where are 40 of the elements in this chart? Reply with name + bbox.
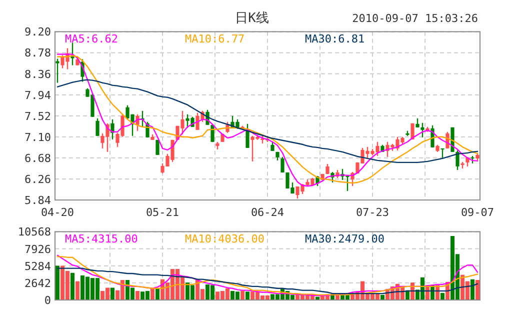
x-tick-label: 09-07	[460, 206, 494, 219]
y-tick-label: 5284	[24, 260, 52, 273]
y-tick-label: 6.26	[24, 172, 51, 186]
bar	[56, 266, 60, 300]
text: MA30:2479.00	[305, 232, 384, 246]
bar	[246, 292, 250, 300]
y-tick-label: 7926	[24, 242, 51, 256]
bar	[440, 292, 444, 300]
bar	[76, 281, 80, 300]
bar	[240, 290, 244, 300]
line-series	[56, 268, 478, 294]
chart-title: 日K线	[235, 11, 269, 26]
y-tick-label: 7.94	[24, 88, 52, 102]
text: MA10:4036.00	[185, 232, 264, 246]
chart-subtitle: 2010-09-07 15:03:26	[352, 12, 478, 25]
bar	[156, 288, 160, 300]
series-label: MA5:4315.00	[65, 232, 138, 246]
x-tick-label: 05-21	[146, 206, 180, 219]
bar	[476, 280, 480, 300]
y-tick-label: 7.10	[24, 130, 51, 144]
y-tick-label: 8.78	[24, 46, 51, 60]
bar	[470, 279, 474, 300]
y-tick-label: 6.68	[24, 152, 51, 165]
bar	[70, 272, 74, 300]
bar	[110, 288, 114, 300]
y-tick-label: 0	[44, 294, 51, 307]
bar	[136, 290, 140, 300]
y-tick-label: 2642	[24, 276, 51, 290]
y-tick-label: 7.52	[24, 110, 51, 123]
bar	[150, 288, 154, 300]
text: MA10:6.77	[185, 32, 245, 46]
x-tick-label: 07-23	[356, 206, 390, 219]
y-tick-label: 5.84	[24, 194, 52, 207]
y-tick-label: 8.36	[24, 68, 51, 81]
y-tick-label: 9.20	[24, 26, 51, 39]
y-tick-label: 10568	[18, 226, 51, 239]
x-tick-label: 04-20	[40, 206, 74, 219]
x-tick-label: 06-24	[250, 206, 284, 219]
text: MA30:6.81	[305, 32, 365, 46]
series-label: MA5:6.62	[65, 32, 118, 46]
